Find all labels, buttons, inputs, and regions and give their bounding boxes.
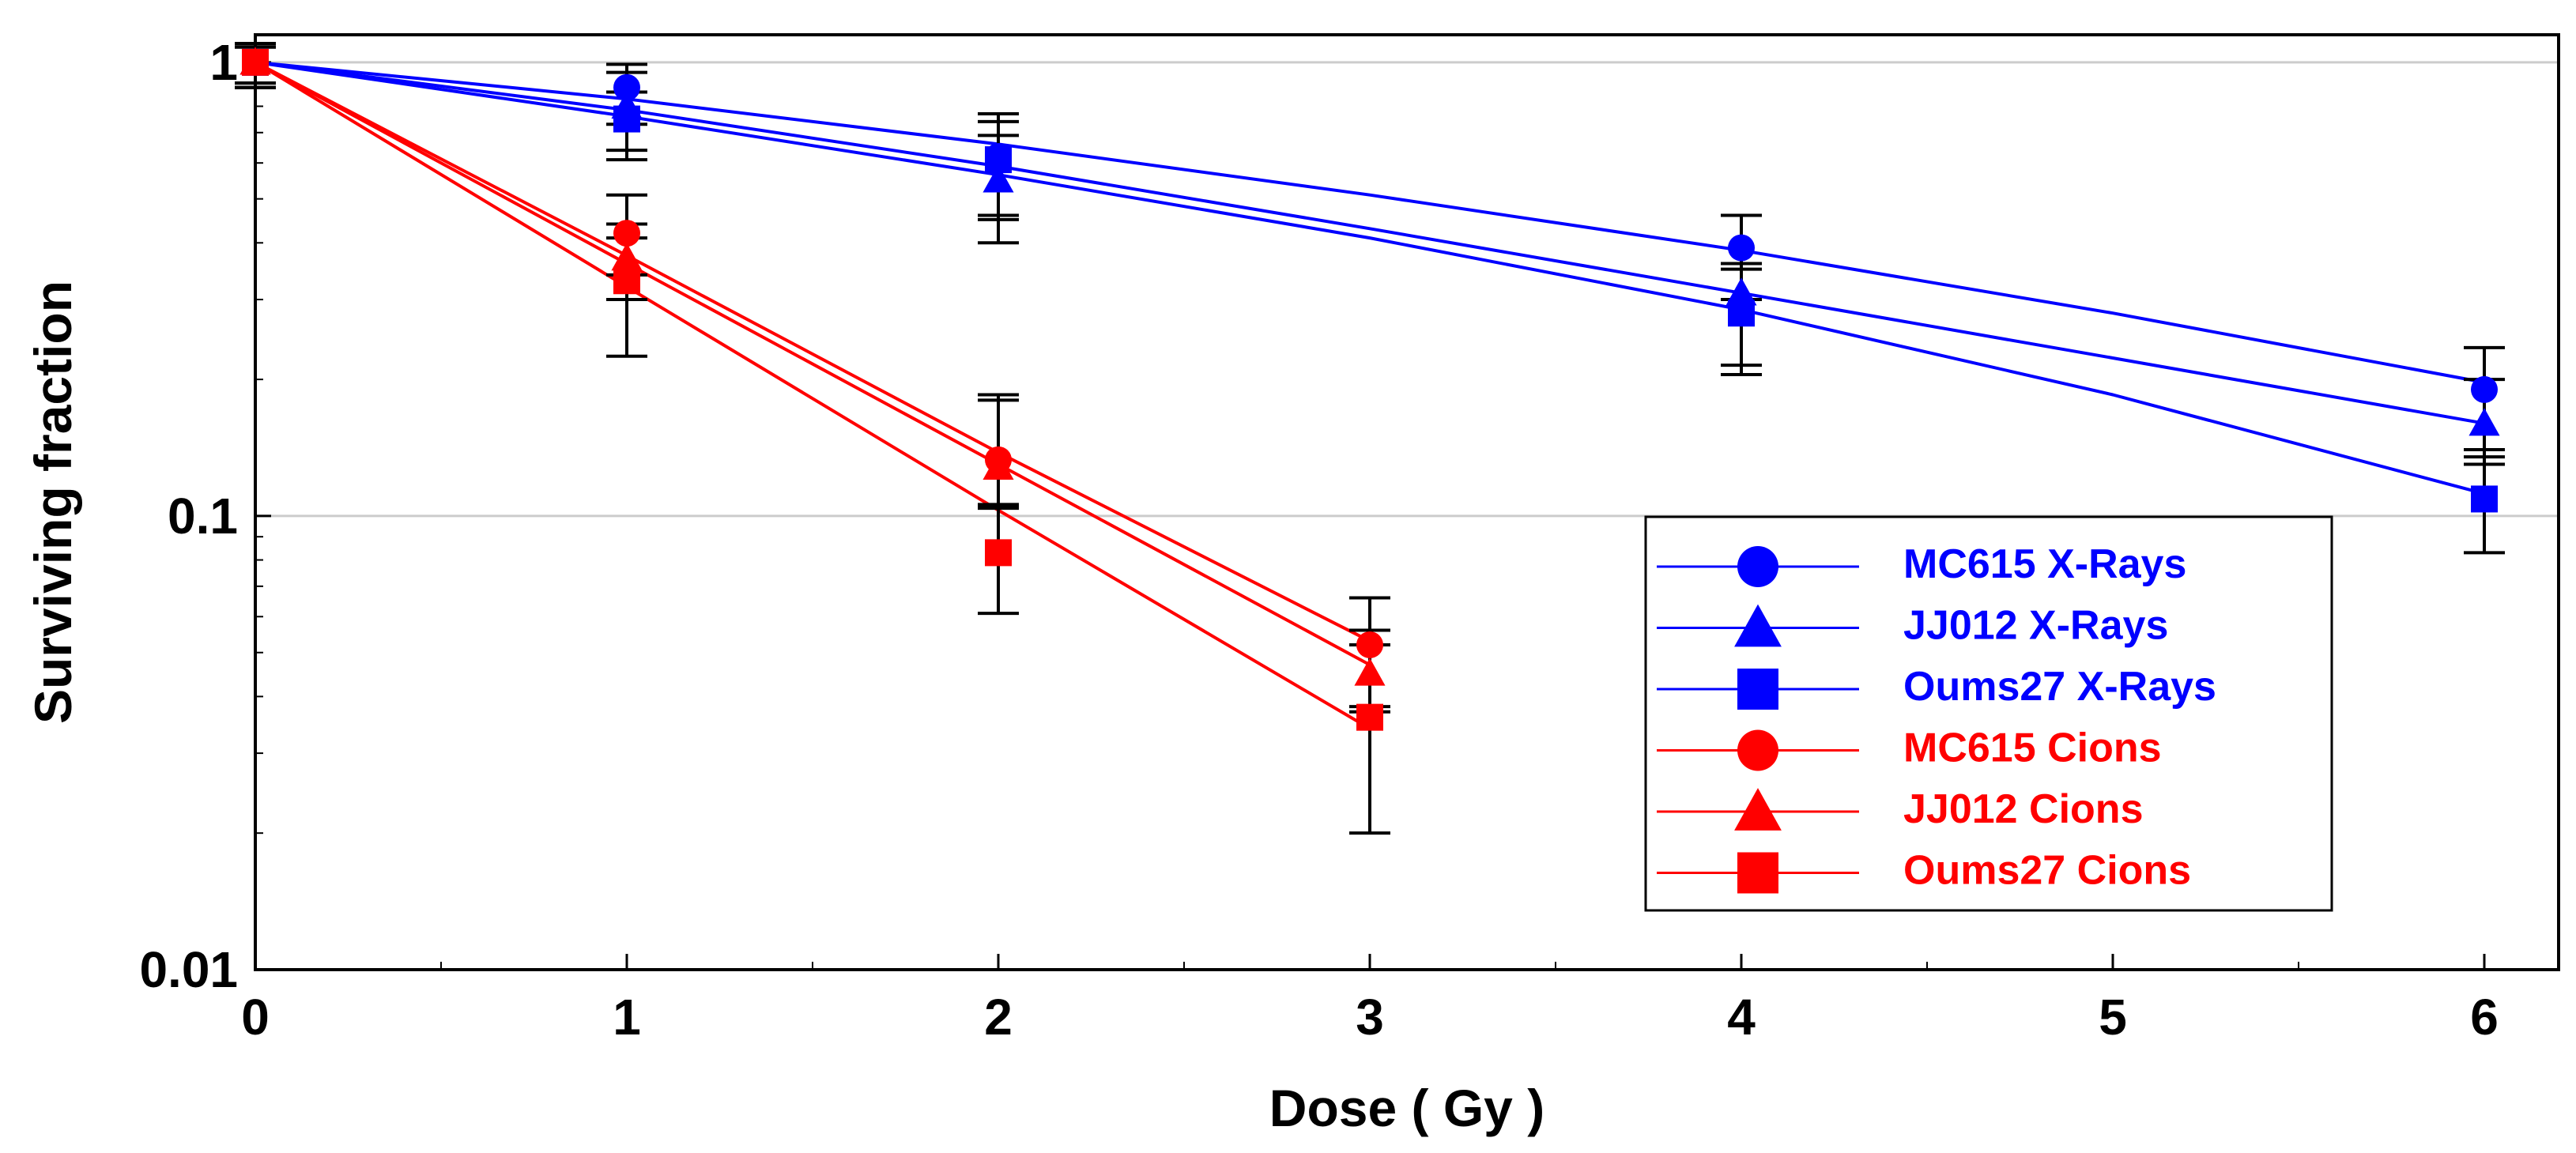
data-point-square [1728,300,1755,327]
legend-label: MC615 Cions [1903,725,2162,771]
data-point-square [2471,485,2498,513]
y-tick-label: 1 [209,34,238,91]
legend-label: Oums27 Cions [1903,848,2191,894]
legend-label: Oums27 X-Rays [1903,664,2216,710]
data-point-square [242,48,269,76]
x-tick-label: 3 [1356,989,1384,1046]
legend-marker-triangle [1734,604,1782,647]
x-tick-label: 1 [613,989,641,1046]
y-tick-label: 0.1 [168,488,238,544]
fit-line [255,61,1371,642]
data-point-circle [1728,234,1755,262]
data-point-circle [2471,375,2498,403]
data-point-triangle [2469,408,2500,436]
fit-line [255,60,2485,495]
data-point-triangle [1354,658,1386,686]
legend-marker-square [1737,669,1778,710]
x-tick-label: 6 [2470,989,2499,1046]
data-point-triangle [1726,277,1757,306]
data-point-triangle [983,451,1014,480]
data-point-square [985,539,1012,567]
x-tick-label: 5 [2099,989,2127,1046]
data-point-circle [613,73,640,101]
grid-layer [255,61,2559,518]
legend-marker-circle [1737,546,1778,587]
plot-area-frame [254,33,2560,971]
x-tick-label: 2 [984,989,1013,1046]
data-points [239,47,2500,731]
data-point-square [1356,703,1383,731]
legend: MC615 X-Rays JJ012 X-Rays Oums27 X-Rays MC6… [1644,515,2333,912]
legend-label: JJ012 Cions [1903,786,2144,832]
fit-line [255,61,1371,666]
data-point-square [613,105,640,133]
x-tick-label: 0 [241,989,270,1046]
x-axis-title: Dose ( Gy ) [1269,1079,1544,1137]
axis-ticks: 0 1 2 3 4 5 6 0.01 0.1 1 [139,34,2498,1046]
legend-marker-triangle [1734,788,1782,831]
y-tick-label: 0.01 [139,941,238,998]
x-tick-label: 4 [1727,989,1756,1046]
data-point-circle [613,220,640,247]
data-point-triangle [983,164,1014,193]
y-axis-title: Surviving fraction [24,281,82,724]
data-point-square [985,146,1012,174]
data-point-triangle [611,243,643,271]
legend-label: JJ012 X-Rays [1903,603,2168,649]
legend-marker-square [1737,852,1778,894]
data-point-circle [1356,631,1383,658]
legend-label: MC615 X-Rays [1903,541,2186,587]
fit-line [254,61,1371,730]
data-point-square [613,267,640,295]
legend-marker-circle [1737,729,1778,771]
